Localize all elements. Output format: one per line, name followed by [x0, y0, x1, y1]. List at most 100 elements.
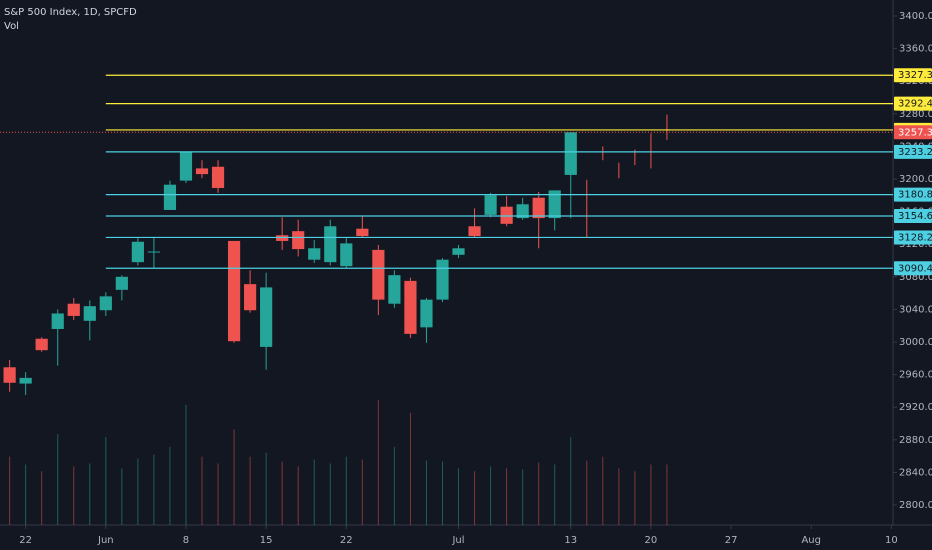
chart-title: S&P 500 Index, 1D, SPCFD	[4, 7, 137, 18]
x-tick-label: 13	[564, 535, 577, 546]
candle-body	[564, 132, 577, 175]
x-tick-label: 22	[19, 535, 32, 546]
volume-bar	[602, 456, 604, 525]
volume-bar	[185, 404, 187, 525]
x-tick-label: Aug	[801, 535, 821, 546]
volume-bar	[153, 454, 155, 525]
candle-body	[19, 377, 32, 384]
volume-bar	[634, 471, 636, 525]
volume-bar	[490, 466, 492, 525]
price-tag	[894, 96, 932, 111]
y-tick-label: 2920.00	[899, 402, 932, 413]
candle-body	[260, 287, 273, 347]
volume-bar	[233, 429, 235, 525]
candle-body	[420, 299, 433, 328]
candle-body	[468, 226, 481, 237]
volume-bar	[522, 469, 524, 525]
candle-body	[3, 367, 16, 383]
candle-body	[388, 275, 401, 304]
candle-body	[99, 296, 112, 311]
volume-bar	[393, 446, 395, 525]
volume-bar	[217, 463, 219, 525]
candle-body	[324, 226, 337, 263]
price-tag	[894, 144, 932, 159]
candle-body	[484, 195, 497, 215]
candle-body	[516, 204, 529, 219]
candle-body	[131, 241, 144, 263]
price-tag	[894, 261, 932, 276]
x-tick-label: 15	[260, 535, 273, 546]
volume-bar	[265, 452, 267, 525]
volume-bar	[89, 463, 91, 525]
y-tick-label: 3040.00	[899, 304, 932, 315]
volume-bar	[313, 459, 315, 525]
y-tick-label: 2880.00	[899, 435, 932, 446]
candle-body	[308, 248, 321, 260]
y-tick-label: 3280.00	[899, 109, 932, 120]
volume-bar	[57, 434, 59, 525]
volume-bar	[9, 456, 11, 525]
volume-bar	[297, 466, 299, 525]
price-tag-label: 3180.82	[898, 190, 932, 201]
candle-body	[356, 228, 369, 237]
volume-bar	[554, 464, 556, 525]
volume-bar	[458, 468, 460, 525]
y-tick-label: 2800.00	[899, 500, 932, 511]
price-tag	[894, 230, 932, 245]
volume-bar	[105, 437, 107, 525]
candle-body	[211, 166, 225, 188]
candle-body	[404, 280, 417, 334]
y-tick-label: 3200.00	[899, 174, 932, 185]
volume-bar	[425, 460, 427, 525]
price-tag	[894, 187, 932, 202]
candle-body	[276, 235, 289, 241]
volume-bar	[25, 464, 27, 525]
price-tag-label: 3128.27	[898, 232, 932, 243]
candle-body	[436, 259, 449, 300]
price-tag-label: 3090.46	[898, 263, 932, 274]
volume-bar	[281, 461, 283, 525]
y-tick-label: 3000.00	[899, 337, 932, 348]
x-tick-label: 20	[645, 535, 658, 546]
y-tick-label: 3360.00	[899, 44, 932, 55]
price-tag-label: 3154.61	[898, 211, 932, 222]
volume-layer	[9, 400, 668, 525]
candle-body	[51, 313, 64, 329]
volume-bar	[41, 471, 43, 525]
volume-bar	[538, 462, 540, 525]
volume-bar	[121, 468, 123, 525]
price-tag	[894, 68, 932, 83]
x-tick-label: 22	[340, 535, 353, 546]
candle-body	[292, 231, 305, 250]
candle-body	[163, 184, 177, 210]
chart-subtitle: Vol	[4, 21, 19, 32]
price-tag	[894, 125, 932, 140]
candle-body	[548, 190, 561, 219]
volume-bar	[329, 463, 331, 525]
y-tick-label: 3400.00	[899, 11, 932, 22]
candle-body	[67, 303, 80, 316]
y-tick-label: 3080.00	[899, 272, 932, 283]
price-tag	[894, 208, 932, 223]
candle-body	[244, 284, 257, 311]
y-tick-label: 3120.00	[899, 239, 932, 250]
x-tick-label: 10	[885, 535, 898, 546]
volume-bar	[169, 446, 171, 525]
volume-bar	[586, 460, 588, 525]
volume-bar	[474, 471, 476, 525]
price-tag-label: 3233.27	[898, 147, 932, 158]
candle-body	[372, 249, 385, 300]
price-tag-label: 3292.47	[898, 99, 932, 110]
candle-body	[179, 152, 193, 181]
volume-bar	[650, 464, 652, 525]
candle-body	[115, 276, 128, 290]
candle-body	[500, 206, 513, 224]
candle-body	[532, 197, 545, 219]
x-tick-label: Jul	[451, 535, 464, 546]
x-tick-label: 27	[725, 535, 738, 546]
candle-body	[340, 243, 353, 267]
candle-body	[227, 240, 241, 342]
volume-bar	[666, 464, 668, 525]
